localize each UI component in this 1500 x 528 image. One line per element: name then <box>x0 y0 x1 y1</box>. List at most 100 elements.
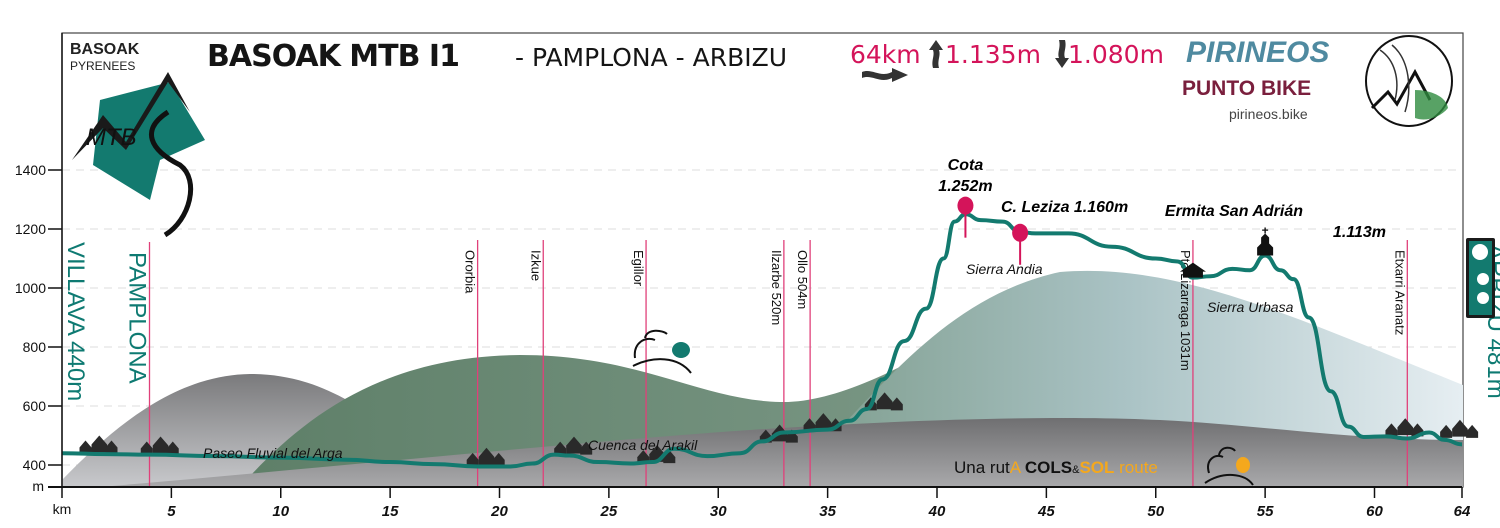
waypoint-label: Ollo 504m <box>795 250 810 309</box>
house-icon <box>890 397 903 411</box>
area-label-arga: Paseo Fluvial del Arga <box>203 445 343 461</box>
x-axis-unit: km <box>53 501 72 517</box>
house-icon <box>91 435 108 453</box>
peak-label-leziza: C. Leziza 1.160m <box>1001 199 1128 216</box>
refuge-icon <box>1179 262 1206 278</box>
waypoint-label: PAMPLONA <box>124 252 151 384</box>
waypoint-label: Ilzarbe 520m <box>769 250 784 325</box>
x-tick-label: 45 <box>1037 503 1055 520</box>
house-icon <box>1397 418 1414 436</box>
refuge-shape <box>1179 262 1206 278</box>
hill-bottom <box>100 418 1463 487</box>
house-icon <box>105 440 118 454</box>
waypoint-label: Egillor <box>631 250 646 287</box>
peak-label-elevation: 1.252m <box>938 178 992 195</box>
x-tick-label: 50 <box>1147 503 1164 520</box>
village-houses-icon <box>79 435 118 454</box>
house-icon <box>580 441 593 455</box>
area-label-urbasa: Sierra Urbasa <box>1207 299 1294 315</box>
waypoint-lines: PAMPLONA Ororbia Izkue Egillor Ilzarbe 520m O… <box>62 240 1500 487</box>
house-icon <box>466 452 479 466</box>
x-tick-label: 40 <box>928 503 946 520</box>
y-tick-label: 600 <box>23 398 47 414</box>
waypoint-label: Izkue <box>528 250 543 281</box>
x-tick-label: 20 <box>490 503 508 520</box>
cols-sol-brand: Una rutA COLS&SOL route <box>954 458 1158 477</box>
house-icon <box>566 436 582 454</box>
village-houses-icon <box>466 447 505 466</box>
village-houses-icon <box>140 436 179 455</box>
village-houses-icon <box>1440 419 1479 438</box>
y-tick-label: 400 <box>23 457 47 473</box>
house-icon <box>1385 423 1398 437</box>
nc-icon <box>1477 292 1489 304</box>
house-icon <box>166 441 179 455</box>
route-subtitle: - PAMPLONA - ARBIZU <box>515 43 787 72</box>
x-tick-label: 25 <box>600 503 618 520</box>
peak-pin-icon <box>1012 223 1029 242</box>
house-icon <box>1466 424 1479 438</box>
house-icon <box>554 441 567 455</box>
distance-arrow-icon <box>862 68 908 82</box>
waypoint-label: Etxarri Aranatz <box>1392 250 1407 335</box>
x-tick-label: 10 <box>272 503 289 520</box>
peak-pin-icon <box>957 196 974 215</box>
landmark-ermita-elevation: 1.113m <box>1333 224 1386 241</box>
basoak-logo: BASOAK PYRENEES MTB <box>70 41 205 238</box>
house-icon <box>1452 419 1468 437</box>
pirineos-punto-bike-logo: PIRINEOS PUNTO BIKE pirineos.bike <box>1182 35 1453 127</box>
village-houses-icon <box>554 436 593 455</box>
villages <box>79 392 1479 466</box>
house-icon <box>152 436 169 454</box>
creative-commons-badge <box>1466 238 1495 318</box>
house-icon <box>1440 424 1453 438</box>
x-tick-label: 30 <box>710 503 727 520</box>
house-icon <box>79 440 92 454</box>
house-icon <box>663 450 676 464</box>
y-tick-label: 800 <box>23 339 47 355</box>
x-tick-label: 15 <box>382 503 399 520</box>
endpoint-start-label: VILLAVA 440m <box>62 242 89 401</box>
x-tick-label: 60 <box>1366 503 1383 520</box>
by-icon <box>1477 273 1489 285</box>
ascent-value: 1.135m <box>945 40 1041 69</box>
house-icon <box>785 429 798 443</box>
cols-sol-cyclist-icon <box>1204 446 1254 486</box>
y-tick-label: 1200 <box>15 221 46 237</box>
house-icon <box>803 418 816 432</box>
route-title: BASOAK MTB I1 <box>207 39 459 74</box>
peak-markers: Cota 1.252m C. Leziza 1.160m <box>938 157 1274 278</box>
x-tick-label: 64 <box>1454 503 1471 520</box>
house-icon <box>815 413 832 431</box>
waypoint-label: Ororbia <box>463 250 478 294</box>
logo-line1: BASOAK <box>70 41 140 58</box>
x-tick-label: 55 <box>1257 503 1274 520</box>
house-icon <box>140 441 153 455</box>
brand-sub: PUNTO BIKE <box>1182 77 1311 100</box>
brand-url: pirineos.bike <box>1229 106 1308 122</box>
cc-icon <box>1472 244 1488 260</box>
elevation-track-line <box>61 212 1463 469</box>
logo-line2: PYRENEES <box>70 59 135 73</box>
area-label-arakil: Cuenca del Arakil <box>588 437 698 453</box>
house-icon <box>637 450 650 464</box>
x-tick-label: 35 <box>819 503 836 520</box>
chapel-icon <box>1257 227 1274 256</box>
chapel-shape <box>1257 227 1274 256</box>
distance-value: 64km <box>850 40 921 69</box>
brand-name: PIRINEOS <box>1186 36 1329 69</box>
house-icon <box>478 447 495 465</box>
background-hills <box>62 270 1463 487</box>
peak-label-name: Cota <box>948 157 984 174</box>
x-tick-label: 5 <box>167 503 176 520</box>
axes: 1400 1200 1000 800 600 400 mkm 5 10 15 20 25 30 35 40 4… <box>15 33 1471 520</box>
house-icon <box>492 452 505 466</box>
waypoint-label: Pto Lizarraga 1031m <box>1178 250 1193 371</box>
logo-line3: MTB <box>86 124 137 151</box>
area-label-andia: Sierra Andia <box>966 261 1043 277</box>
y-axis-unit: m <box>32 478 44 494</box>
y-tick-label: 1400 <box>15 162 46 178</box>
ascent-arrow-icon <box>929 40 943 68</box>
y-tick-label: 1000 <box>15 280 46 296</box>
